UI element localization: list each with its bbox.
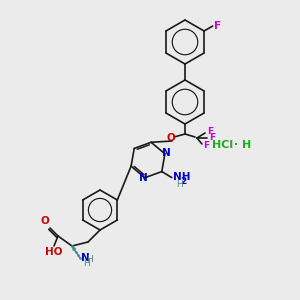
Text: F: F xyxy=(203,142,209,151)
Text: O: O xyxy=(167,133,176,143)
Text: H: H xyxy=(86,254,93,263)
Polygon shape xyxy=(72,246,75,250)
Text: NH: NH xyxy=(173,172,190,182)
Text: HO: HO xyxy=(45,247,63,257)
Text: 2: 2 xyxy=(180,177,186,186)
Text: N: N xyxy=(161,148,170,158)
Text: · H: · H xyxy=(230,140,251,150)
Text: N: N xyxy=(140,173,148,183)
Text: O: O xyxy=(40,216,49,226)
Text: F: F xyxy=(214,21,221,31)
Text: N: N xyxy=(81,253,90,263)
Text: F: F xyxy=(209,134,215,142)
Text: H: H xyxy=(83,260,90,268)
Text: HCl: HCl xyxy=(212,140,233,150)
Text: H: H xyxy=(176,180,182,189)
Text: F: F xyxy=(207,127,213,136)
